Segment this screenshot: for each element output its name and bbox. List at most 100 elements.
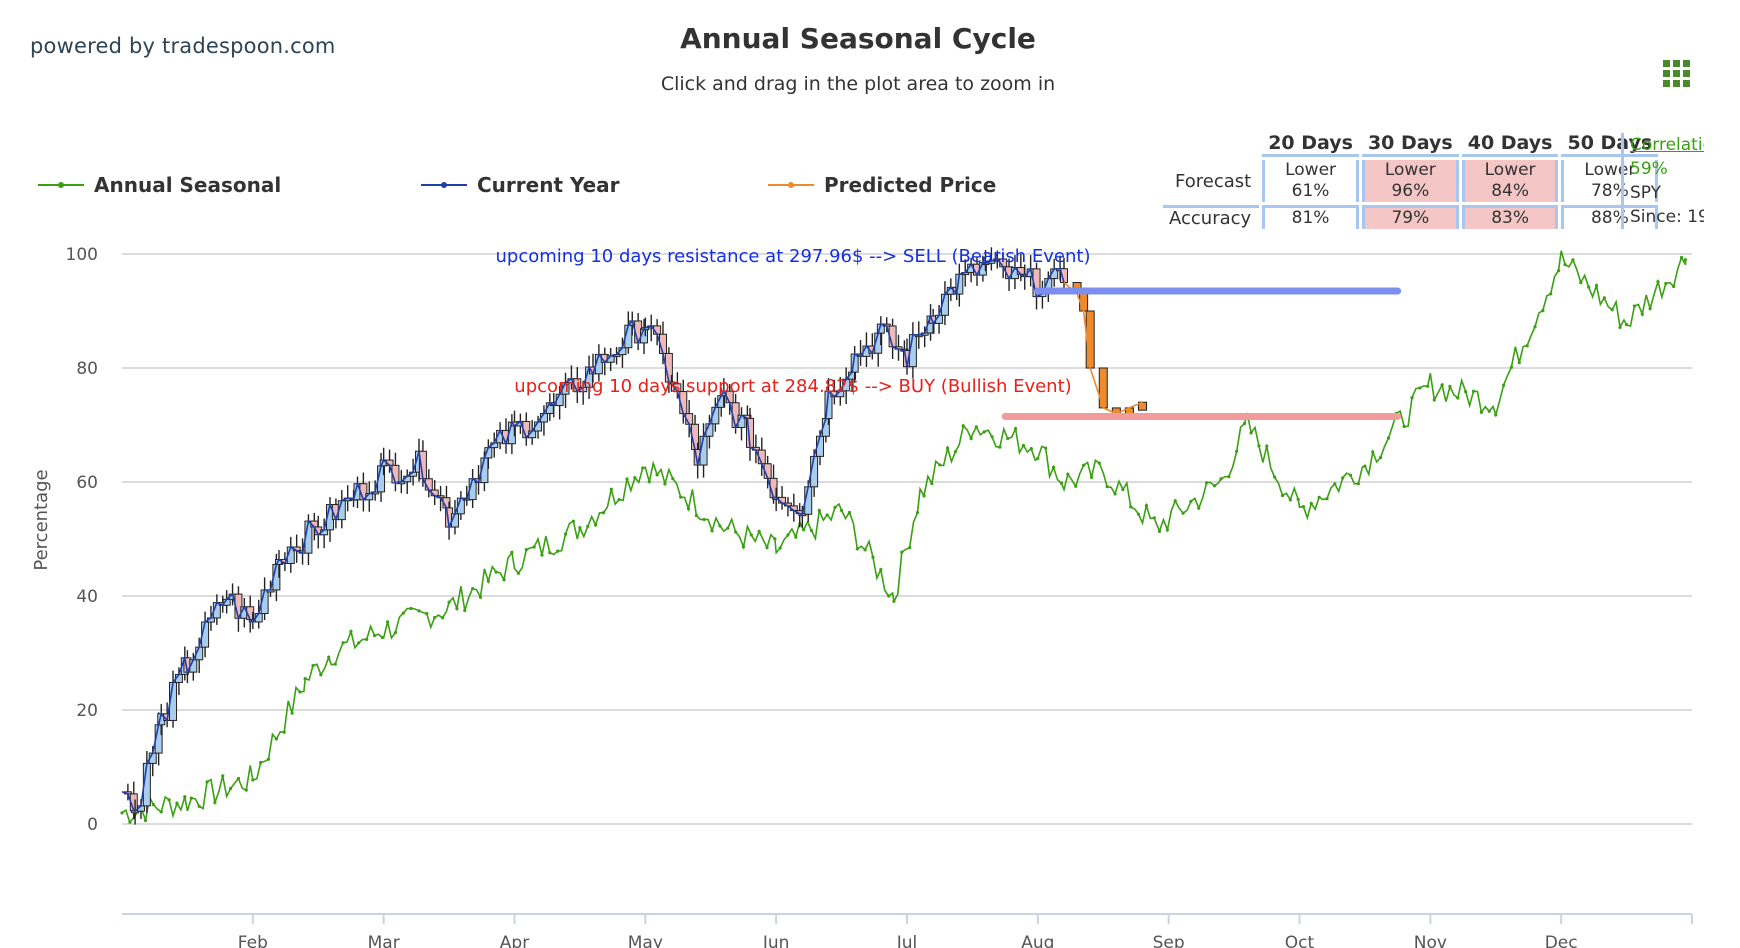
accuracy-cell-50: 88% [1561, 205, 1659, 229]
legend-label: Current Year [477, 173, 620, 197]
annual-seasonal-point [1165, 528, 1169, 532]
forecast-table-header-row: 20 Days 30 Days 40 Days 50 Days [1163, 133, 1659, 157]
forecast-table: 20 Days 30 Days 40 Days 50 Days Forecast… [1160, 130, 1661, 232]
y-axis-title: Percentage [31, 469, 52, 570]
annual-seasonal-point [945, 446, 950, 450]
grid-menu-icon[interactable] [1663, 60, 1690, 87]
correlation-box: Correlation 59% SPY Since: 19 [1621, 133, 1704, 229]
accuracy-cell-40: 83% [1461, 205, 1559, 229]
support-annotation: upcoming 10 days support at 284.82$ --> … [514, 376, 1071, 397]
annual-seasonal-point [303, 676, 307, 681]
legend-item-predicted-price[interactable]: Predicted Price [768, 172, 996, 198]
legend-predicted-price-marker [768, 182, 814, 188]
annual-seasonal-point [586, 524, 590, 528]
correlation-link[interactable]: Correlation [1630, 135, 1704, 155]
annual-seasonal-point [425, 611, 429, 616]
powered-by-link[interactable]: powered by tradespoon.com [30, 34, 336, 58]
legend-item-current-year[interactable]: Current Year [421, 172, 620, 198]
annual-seasonal-point [228, 786, 233, 791]
annual-seasonal-point [1212, 484, 1217, 488]
annual-seasonal-point [510, 550, 514, 554]
annual-seasonal-point [447, 600, 451, 604]
header-30-days: 30 Days [1361, 133, 1459, 157]
annual-seasonal-point [213, 800, 217, 805]
annual-seasonal-point [1440, 383, 1444, 387]
annual-seasonal-point [930, 481, 934, 486]
chart-subtitle: Click and drag in the plot area to zoom … [660, 73, 1056, 95]
x-tick-label: Feb [238, 933, 268, 948]
annual-seasonal-point [1044, 446, 1048, 450]
y-tick-label: 40 [76, 587, 98, 607]
annual-seasonal-point [440, 616, 445, 620]
annual-seasonal-point [1296, 497, 1300, 502]
accuracy-row-label: Accuracy [1163, 205, 1260, 229]
annual-seasonal-point [1205, 481, 1209, 485]
annual-seasonal-point [1105, 485, 1109, 489]
annual-seasonal-point [1587, 285, 1591, 289]
annual-seasonal-point [385, 620, 390, 624]
annual-seasonal-point [380, 635, 384, 640]
annual-seasonal-point [556, 549, 560, 553]
x-tick-label: Mar [368, 933, 400, 948]
y-tick-label: 80 [76, 359, 98, 379]
annual-seasonal-point [1594, 283, 1599, 288]
annual-seasonal-point [794, 535, 798, 539]
annual-seasonal-point [1363, 464, 1367, 468]
annual-seasonal-point [290, 711, 294, 715]
annual-seasonal-point [1273, 475, 1277, 479]
annual-seasonal-point [1471, 389, 1476, 393]
legend-item-annual-seasonal[interactable]: Annual Seasonal [38, 172, 281, 198]
annual-seasonal-point [1235, 449, 1239, 453]
annual-seasonal-point [922, 494, 926, 498]
annual-seasonal-point [1479, 410, 1483, 414]
annual-seasonal-point [197, 804, 201, 808]
annual-seasonal-point [809, 528, 814, 533]
annual-seasonal-point [1672, 284, 1676, 289]
annual-seasonal-point [1325, 497, 1329, 501]
annual-seasonal-point [120, 811, 124, 815]
annual-seasonal-point [1602, 296, 1606, 300]
annual-seasonal-point [1257, 444, 1261, 448]
annual-seasonal-point [1571, 258, 1575, 262]
annual-seasonal-point [571, 519, 575, 523]
accuracy-row: Accuracy 81% 79% 83% 88% [1163, 205, 1659, 229]
header-50-days: 50 Days [1561, 133, 1659, 157]
annual-seasonal-point [1579, 280, 1583, 285]
annual-seasonal-point [1021, 443, 1026, 448]
forecast-cell-40: Lower 84% [1461, 160, 1559, 202]
annual-seasonal-point [1317, 495, 1321, 499]
annual-seasonal-point [773, 537, 777, 541]
annual-seasonal-point [1074, 484, 1078, 488]
annual-seasonal-point [159, 810, 163, 814]
annual-seasonal-point [151, 802, 155, 807]
annual-seasonal-point [175, 801, 179, 805]
annual-seasonal-point [298, 690, 302, 694]
annual-seasonal-point [516, 571, 521, 575]
annual-seasonal-point [401, 611, 405, 615]
annual-seasonal-point [1219, 477, 1223, 481]
annual-seasonal-point [1013, 427, 1018, 431]
annual-seasonal-point [647, 480, 651, 484]
annual-seasonal-point [617, 497, 621, 502]
annual-seasonal-point [311, 663, 315, 668]
current-year-line [121, 258, 1065, 813]
annual-seasonal-point [694, 513, 698, 518]
annual-seasonal-point [282, 730, 286, 734]
annual-seasonal-point [833, 505, 837, 509]
annual-seasonal-point [1189, 499, 1193, 503]
annual-seasonal-point [1333, 482, 1337, 486]
annual-seasonal-point [990, 435, 994, 439]
annual-seasonal-point [1066, 472, 1070, 476]
annual-seasonal-point [710, 529, 714, 533]
annual-seasonal-point [1089, 475, 1094, 479]
annual-seasonal-point [1541, 309, 1545, 313]
annual-seasonal-point [1502, 383, 1506, 387]
annual-seasonal-point [1249, 431, 1253, 435]
annual-seasonal-point [641, 466, 645, 470]
header-20-days: 20 Days [1262, 133, 1359, 157]
annual-seasonal-point [494, 570, 498, 574]
annual-seasonal-point [1265, 444, 1269, 448]
annual-seasonal-point [817, 508, 821, 513]
annual-seasonal-point [871, 555, 875, 559]
